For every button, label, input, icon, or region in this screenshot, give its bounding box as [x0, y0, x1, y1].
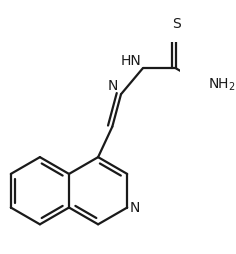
Text: S: S: [172, 17, 181, 31]
Text: NH$_2$: NH$_2$: [208, 77, 236, 93]
Text: N: N: [130, 200, 140, 215]
Text: N: N: [108, 79, 118, 93]
Text: HN: HN: [121, 54, 142, 68]
